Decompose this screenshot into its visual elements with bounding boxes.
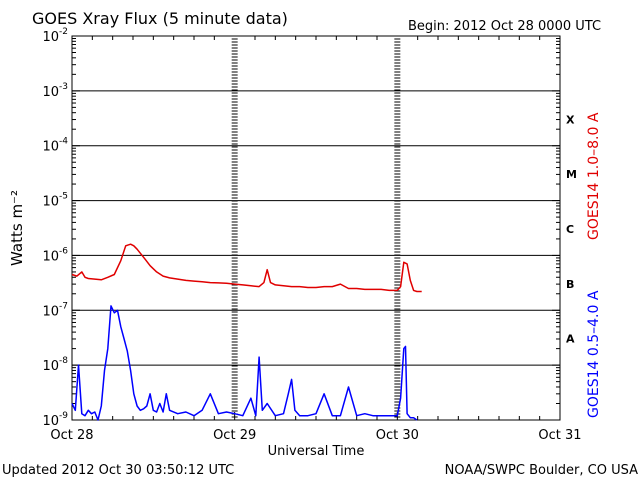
series-label-long: GOES14 1.0–8.0 A — [586, 112, 602, 240]
series-line-0 — [71, 243, 422, 293]
begin-time: Begin: 2012 Oct 28 0000 UTC — [408, 19, 601, 34]
x-tick-label: Oct 29 — [213, 428, 256, 443]
flare-class-X: X — [566, 113, 575, 126]
y-tick-label: 10-9 — [42, 411, 68, 429]
x-axis-label: Universal Time — [268, 444, 365, 459]
y-tick-label: 10-2 — [42, 27, 68, 45]
flare-class-labels: A B C M X — [566, 113, 577, 345]
y-tick-label: 10-7 — [42, 301, 68, 319]
y-axis-label: Watts m⁻² — [8, 190, 26, 266]
x-tick-label: Oct 31 — [538, 428, 581, 443]
flare-class-B: B — [566, 278, 574, 291]
y-tick-label: 10-6 — [42, 246, 68, 264]
x-tick-label: Oct 30 — [376, 428, 419, 443]
x-tick-label: Oct 28 — [50, 428, 93, 443]
series-lines — [71, 243, 422, 421]
horizontal-gridlines — [72, 90, 560, 366]
chart-title: GOES Xray Flux (5 minute data) — [32, 9, 288, 28]
y-tick-label: 10-4 — [42, 137, 68, 155]
series-label-short: GOES14 0.5–4.0 A — [586, 290, 602, 418]
y-tick-label: 10-3 — [42, 82, 68, 100]
x-axis-ticks: Oct 28 Oct 29 Oct 30 Oct 31 — [50, 36, 582, 443]
plot-frame — [71, 35, 561, 421]
y-tick-label: 10-5 — [42, 192, 68, 210]
updated-timestamp: Updated 2012 Oct 30 03:50:12 UTC — [2, 463, 234, 478]
y-tick-label: 10-8 — [42, 356, 68, 374]
flare-class-C: C — [566, 223, 574, 236]
series-line-1 — [71, 305, 418, 421]
flare-class-A: A — [566, 333, 575, 346]
flare-class-M: M — [566, 168, 577, 181]
source-credit: NOAA/SWPC Boulder, CO USA — [445, 463, 638, 478]
